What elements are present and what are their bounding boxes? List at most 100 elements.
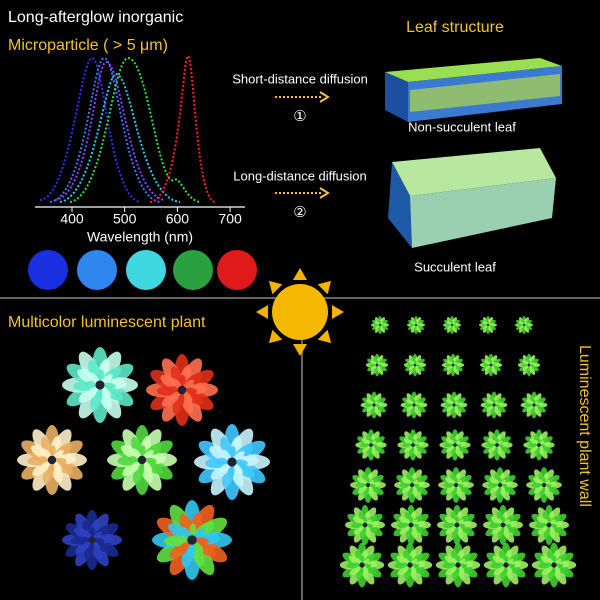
petal: [539, 445, 544, 451]
petal: [450, 565, 458, 572]
arrowhead: [319, 187, 330, 199]
petal: [498, 565, 506, 572]
rosette: [439, 429, 471, 461]
rosette: [440, 391, 468, 419]
step-label: Short-distance diffusion: [232, 71, 368, 86]
center: [359, 562, 365, 568]
tick-label: 700: [218, 211, 242, 227]
rosette: [387, 542, 433, 588]
petal: [544, 485, 550, 491]
petal: [497, 445, 502, 451]
petal: [500, 485, 506, 491]
petal: [529, 405, 534, 409]
sun-ray: [332, 305, 344, 319]
swatch: [173, 250, 213, 290]
petal: [452, 322, 455, 325]
swatch: [77, 250, 117, 290]
petal: [554, 558, 562, 565]
petal: [488, 325, 491, 328]
tick-label: 400: [60, 211, 84, 227]
petal: [365, 519, 372, 525]
petal: [539, 440, 545, 445]
rosette: [435, 542, 481, 588]
rosette: [360, 391, 388, 419]
petal: [377, 322, 380, 325]
petal: [490, 400, 494, 405]
spectrum: [39, 56, 141, 203]
rosette: [62, 510, 122, 570]
petal: [455, 445, 460, 451]
center: [362, 522, 368, 528]
petal: [503, 519, 510, 525]
petal: [130, 460, 142, 471]
petal: [180, 526, 192, 540]
center: [541, 482, 547, 488]
rosette: [520, 391, 548, 419]
rosette: [517, 353, 541, 377]
center: [369, 443, 373, 447]
petal: [221, 449, 232, 462]
swatch: [217, 250, 257, 290]
petal: [362, 485, 368, 491]
petal: [368, 479, 374, 485]
rosette: [146, 354, 218, 426]
petal: [100, 374, 113, 385]
petal: [451, 518, 457, 525]
rosette: [371, 316, 389, 334]
center: [411, 443, 415, 447]
petal: [457, 525, 463, 532]
petal: [359, 518, 365, 525]
center: [412, 403, 416, 407]
rosette: [483, 505, 523, 545]
leaf-block: [388, 148, 556, 248]
rosette: [152, 500, 232, 580]
petal: [538, 485, 544, 491]
center: [532, 403, 536, 407]
petal: [449, 365, 453, 369]
petal: [521, 325, 524, 328]
center: [137, 455, 147, 465]
petal: [92, 531, 102, 540]
petal: [402, 565, 410, 572]
petal: [406, 485, 412, 491]
rosette: [350, 467, 386, 503]
sun-ray: [317, 329, 332, 344]
petal: [450, 485, 456, 491]
center: [454, 522, 460, 528]
center: [503, 562, 509, 568]
petal: [171, 378, 182, 390]
petal: [491, 361, 495, 365]
rosette: [529, 505, 569, 545]
petal: [365, 445, 371, 450]
petal: [506, 558, 514, 565]
caption: Succulent leaf: [414, 259, 496, 274]
rosette: [391, 505, 431, 545]
petal: [534, 439, 539, 445]
petal: [415, 365, 419, 369]
petal: [456, 485, 462, 491]
petal: [368, 485, 374, 491]
center: [492, 403, 496, 407]
petal: [409, 405, 414, 409]
rosette: [480, 391, 508, 419]
petal: [494, 405, 498, 410]
petal: [410, 565, 417, 573]
petal: [89, 372, 100, 385]
petal: [411, 525, 417, 532]
sun-ray: [268, 329, 283, 344]
petal: [405, 518, 411, 525]
spectrum: [69, 56, 201, 203]
rosette: [481, 429, 513, 461]
petal: [413, 445, 418, 451]
petal: [404, 525, 411, 531]
petal: [543, 518, 549, 525]
rosette: [107, 425, 177, 495]
petal: [178, 540, 192, 552]
rosette: [515, 316, 533, 334]
petal: [494, 479, 500, 485]
petal: [450, 400, 454, 405]
petal: [500, 479, 506, 485]
petal: [494, 485, 500, 491]
petal: [487, 361, 491, 365]
